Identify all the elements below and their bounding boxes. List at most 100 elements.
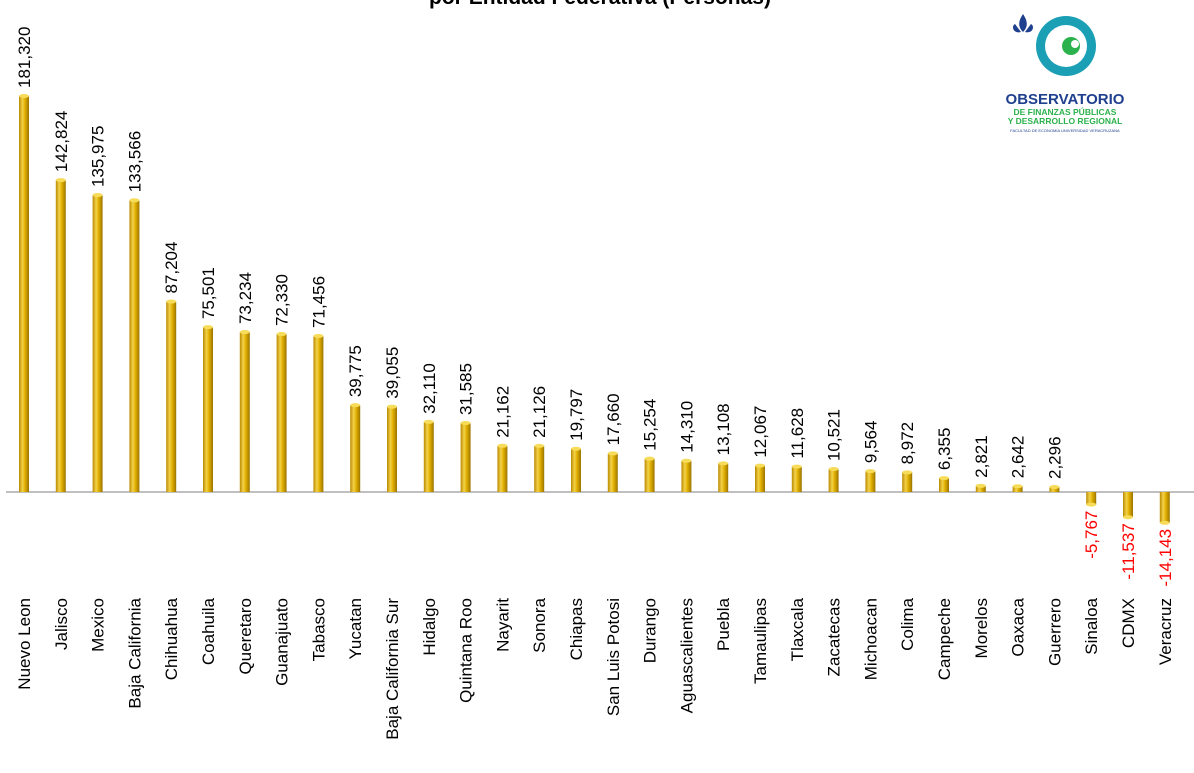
value-label-baja-california: 133,566 bbox=[125, 131, 144, 192]
category-label-yucatan: Yucatan bbox=[346, 598, 365, 659]
logo-line4: FACULTAD DE ECONOMÍA UNIVERSIDAD VERACRU… bbox=[1010, 128, 1120, 133]
value-label-puebla: 13,108 bbox=[714, 403, 733, 455]
bar-cap-tlaxcala bbox=[791, 464, 802, 469]
bar-cap-queretaro bbox=[239, 330, 250, 335]
category-label-guerrero: Guerrero bbox=[1045, 598, 1064, 666]
bar-zacatecas bbox=[828, 469, 839, 492]
bar-aguascalientes bbox=[681, 460, 692, 492]
value-label-sinaloa: -5,767 bbox=[1082, 511, 1101, 559]
bar-sonora bbox=[534, 445, 545, 492]
bar-cap-nuevo-leon bbox=[19, 94, 29, 98]
bar-cap-colima bbox=[902, 470, 913, 475]
bar-cap-sonora bbox=[534, 443, 545, 448]
bar-cap-mexico bbox=[92, 193, 103, 198]
bar-chiapas bbox=[571, 448, 581, 492]
bar-cdmx bbox=[1123, 492, 1133, 518]
bar-cap-yucatan bbox=[350, 403, 361, 408]
category-label-tlaxcala: Tlaxcala bbox=[788, 597, 807, 661]
bar-coahuila bbox=[203, 327, 213, 492]
bar-cap-campeche bbox=[939, 476, 949, 481]
bar-cap-tamaulipas bbox=[755, 463, 765, 468]
bar-oaxaca bbox=[1012, 486, 1023, 492]
value-label-chiapas: 19,797 bbox=[567, 389, 586, 441]
bar-cap-sinaloa bbox=[1086, 502, 1097, 507]
observatorio-logo: OBSERVATORIO DE FINANZAS PÚBLICAS Y DESA… bbox=[1006, 14, 1125, 133]
category-label-chihuahua: Chihuahua bbox=[162, 597, 181, 680]
bar-san-luis-potosi bbox=[607, 453, 618, 492]
value-label-campeche: 6,355 bbox=[935, 428, 954, 471]
bar-sinaloa bbox=[1086, 492, 1097, 505]
value-label-quintana-roo: 31,585 bbox=[457, 363, 476, 415]
bar-cap-coahuila bbox=[203, 325, 213, 330]
category-label-nayarit: Nayarit bbox=[493, 598, 512, 652]
category-label-sonora: Sonora bbox=[530, 597, 549, 652]
category-label-puebla: Puebla bbox=[714, 597, 733, 650]
value-label-hidalgo: 32,110 bbox=[420, 363, 439, 414]
value-label-morelos: 2,821 bbox=[972, 435, 991, 478]
category-label-campeche: Campeche bbox=[935, 598, 954, 680]
value-label-zacatecas: 10,521 bbox=[825, 409, 844, 461]
bar-durango bbox=[644, 458, 655, 492]
bar-cap-michoacan bbox=[865, 469, 876, 474]
bar-cap-puebla bbox=[718, 461, 729, 466]
bar-nayarit bbox=[497, 445, 508, 492]
bar-mexico bbox=[92, 195, 103, 492]
value-label-nuevo-leon: 181,320 bbox=[15, 27, 34, 88]
bar-yucatan bbox=[350, 405, 361, 492]
bar-cap-zacatecas bbox=[828, 467, 839, 472]
category-label-guanajuato: Guanajuato bbox=[273, 598, 292, 686]
bar-jalisco bbox=[55, 180, 66, 492]
value-label-durango: 15,254 bbox=[641, 399, 660, 451]
value-label-aguascalientes: 14,310 bbox=[677, 401, 696, 453]
category-label-aguascalientes: Aguascalientes bbox=[677, 598, 696, 713]
bar-cap-quintana-roo bbox=[460, 421, 471, 426]
bar-tabasco bbox=[313, 335, 324, 492]
bar-cap-tabasco bbox=[313, 333, 324, 338]
bar-cap-hidalgo bbox=[423, 419, 434, 424]
value-label-tabasco: 71,456 bbox=[309, 276, 328, 328]
category-label-michoacan: Michoacan bbox=[861, 598, 880, 680]
category-label-cdmx: CDMX bbox=[1119, 598, 1138, 648]
category-label-hidalgo: Hidalgo bbox=[420, 598, 439, 656]
category-label-baja-california-sur: Baja California Sur bbox=[383, 598, 402, 740]
value-label-san-luis-potosi: 17,660 bbox=[604, 393, 623, 445]
value-label-colima: 8,972 bbox=[898, 422, 917, 465]
bar-guerrero bbox=[1049, 486, 1060, 492]
bar-cap-guanajuato bbox=[276, 332, 287, 337]
value-label-tlaxcala: 11,628 bbox=[788, 408, 807, 459]
bar-baja-california bbox=[129, 200, 140, 492]
bar-cap-jalisco bbox=[55, 178, 66, 183]
value-label-michoacan: 9,564 bbox=[861, 421, 880, 464]
value-label-jalisco: 142,824 bbox=[52, 111, 71, 172]
chart-title: por Entidad Federativa (Personas) bbox=[300, 0, 900, 10]
bar-cap-aguascalientes bbox=[681, 458, 692, 463]
bar-nuevo-leon bbox=[19, 96, 29, 492]
logo-line1: OBSERVATORIO bbox=[1006, 91, 1125, 108]
bar-cap-san-luis-potosi bbox=[607, 451, 618, 456]
bar-tamaulipas bbox=[755, 465, 765, 492]
category-label-zacatecas: Zacatecas bbox=[825, 598, 844, 676]
bar-cap-chihuahua bbox=[166, 299, 177, 304]
bar-puebla bbox=[718, 463, 729, 492]
value-label-yucatan: 39,775 bbox=[346, 345, 365, 397]
category-label-chiapas: Chiapas bbox=[567, 598, 586, 660]
value-label-queretaro: 73,234 bbox=[236, 272, 255, 324]
bar-cap-chiapas bbox=[571, 446, 581, 451]
category-label-jalisco: Jalisco bbox=[52, 598, 71, 650]
logo-line3: Y DESARROLLO REGIONAL bbox=[1008, 116, 1123, 126]
value-label-oaxaca: 2,642 bbox=[1009, 436, 1028, 479]
category-label-quintana-roo: Quintana Roo bbox=[457, 598, 476, 703]
value-label-mexico: 135,975 bbox=[89, 126, 108, 187]
fleur-icon bbox=[1013, 14, 1033, 33]
category-label-nuevo-leon: Nuevo Leon bbox=[15, 598, 34, 690]
category-label-queretaro: Queretaro bbox=[236, 598, 255, 675]
bar-hidalgo bbox=[423, 421, 434, 492]
value-label-baja-california-sur: 39,055 bbox=[383, 347, 402, 399]
value-label-veracruz: -14,143 bbox=[1156, 529, 1175, 587]
category-label-oaxaca: Oaxaca bbox=[1009, 597, 1028, 656]
category-label-durango: Durango bbox=[641, 598, 660, 663]
bar-cap-guerrero bbox=[1049, 484, 1060, 489]
category-label-morelos: Morelos bbox=[972, 598, 991, 658]
bar-veracruz bbox=[1159, 492, 1170, 523]
